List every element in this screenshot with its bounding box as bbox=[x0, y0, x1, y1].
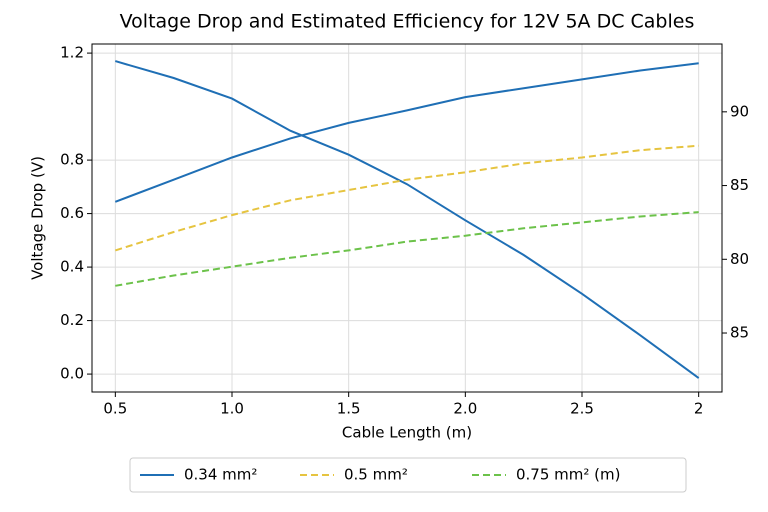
series-line bbox=[115, 211, 699, 287]
legend-label: 0.75 mm² (m) bbox=[516, 466, 621, 484]
plot-frame bbox=[91, 43, 723, 393]
y-tick-label: 0.2 bbox=[60, 311, 84, 329]
legend-label: 0.5 mm² bbox=[344, 466, 408, 484]
x-tick-label: 2 bbox=[694, 400, 704, 418]
y2-tick-label: 90 bbox=[730, 102, 749, 120]
y-tick-label: 0.4 bbox=[60, 258, 84, 276]
series-line bbox=[114, 62, 699, 203]
y-tick-label: 0.0 bbox=[60, 365, 84, 383]
x-tick-label: 2.0 bbox=[453, 400, 477, 418]
x-tick-label: 1.0 bbox=[220, 400, 244, 418]
y2-tick-label: 80 bbox=[730, 250, 749, 268]
y-axis-label: Voltage Drop (V) bbox=[29, 156, 47, 280]
y2-tick-label: 85 bbox=[730, 324, 749, 342]
series-line bbox=[115, 60, 700, 379]
legend-box bbox=[129, 457, 687, 493]
y2-tick-label: 85 bbox=[730, 176, 749, 194]
x-tick-label: 2.5 bbox=[570, 400, 594, 418]
x-tick-label: 0.5 bbox=[103, 400, 127, 418]
x-axis-label: Cable Length (m) bbox=[342, 424, 472, 442]
y-tick-label: 0.8 bbox=[60, 151, 84, 169]
chart-title: Voltage Drop and Estimated Efficiency fo… bbox=[120, 11, 695, 33]
y-tick-label: 0.6 bbox=[60, 204, 84, 222]
series-line bbox=[114, 144, 699, 252]
legend-label: 0.34 mm² bbox=[184, 466, 257, 484]
y-tick-label: 1.2 bbox=[60, 44, 84, 62]
x-tick-label: 1.5 bbox=[337, 400, 361, 418]
